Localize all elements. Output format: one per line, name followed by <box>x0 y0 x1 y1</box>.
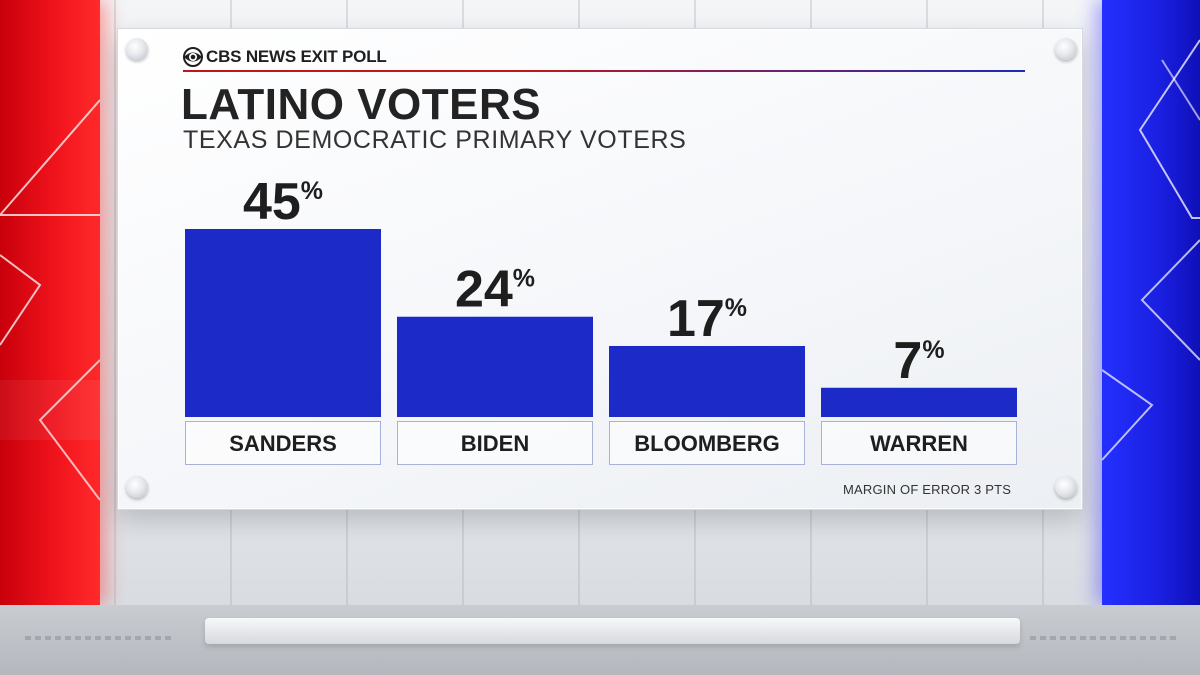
blue-side-panel <box>1102 0 1200 605</box>
bar-warren <box>821 387 1017 417</box>
bar-biden <box>397 316 593 417</box>
category-box-sanders <box>185 421 381 465</box>
category-box-biden <box>397 421 593 465</box>
category-box-warren <box>821 421 1017 465</box>
board-pin-top-right <box>1055 38 1077 60</box>
cbs-news-brand: CBS NEWS EXIT POLL <box>183 47 387 67</box>
value-label-biden: 24% <box>455 261 535 319</box>
red-side-panel <box>0 0 100 605</box>
floor-vent-left <box>25 636 175 640</box>
floor-vent-right <box>1030 636 1180 640</box>
margin-of-error-note: MARGIN OF ERROR 3 PTS <box>843 482 1012 497</box>
right-star-graphic <box>1102 39 1200 461</box>
value-label-sanders: 45% <box>243 173 323 231</box>
category-label-sanders: SANDERS <box>229 431 337 456</box>
category-label-warren: WARREN <box>870 431 968 456</box>
board-pin-bottom-right <box>1055 476 1077 498</box>
bar-bloomberg <box>609 345 805 417</box>
brand-label: CBS NEWS EXIT POLL <box>206 47 387 66</box>
bar-sanders <box>185 229 381 417</box>
page-subtitle: TEXAS DEMOCRATIC PRIMARY VOTERS <box>183 126 687 154</box>
cbs-eye-logo-icon <box>183 47 203 67</box>
page-title: LATINO VOTERS <box>181 80 542 129</box>
header-rule <box>183 70 1025 72</box>
board-pin-top-left <box>126 38 148 60</box>
value-label-bloomberg: 17% <box>667 290 747 348</box>
category-label-bloomberg: BLOOMBERG <box>634 431 779 456</box>
board-pin-bottom-left <box>126 476 148 498</box>
left-star-graphic <box>0 99 100 501</box>
floor-ledge <box>205 618 1020 644</box>
category-label-biden: BIDEN <box>461 431 529 456</box>
category-box-bloomberg <box>609 421 805 465</box>
value-label-warren: 7% <box>893 332 944 390</box>
